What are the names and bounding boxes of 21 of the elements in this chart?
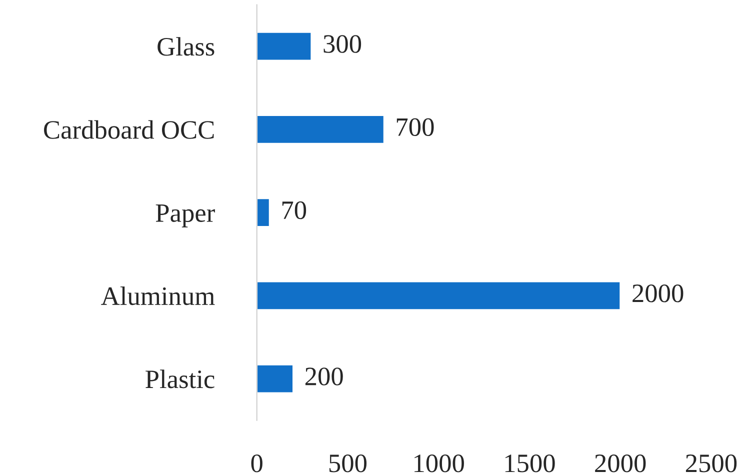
data-label: 200 — [305, 368, 343, 386]
data-label: 300 — [324, 35, 362, 53]
data-label: 70 — [282, 201, 306, 220]
y-tick-label: Paper — [156, 204, 215, 228]
y-tick-label: Plastic — [146, 370, 214, 388]
bar — [256, 114, 385, 144]
bar — [256, 364, 294, 394]
x-tick-label: 1000 — [414, 454, 464, 472]
y-tick-label: Glass — [158, 37, 214, 56]
data-label: 2000 — [632, 284, 684, 302]
x-tick-label: 0 — [251, 454, 262, 472]
y-tick-label: Cardboard OCC — [44, 120, 214, 139]
x-tick-label: 500 — [329, 454, 366, 472]
bar — [256, 198, 270, 228]
y-tick-label: Aluminum — [101, 286, 215, 306]
x-tick-label: 1500 — [505, 454, 555, 472]
x-tick-label: 2500 — [686, 454, 737, 472]
bar — [256, 31, 312, 62]
bar — [256, 280, 622, 311]
x-tick-label: 2000 — [595, 454, 646, 472]
data-label: 700 — [396, 118, 434, 136]
